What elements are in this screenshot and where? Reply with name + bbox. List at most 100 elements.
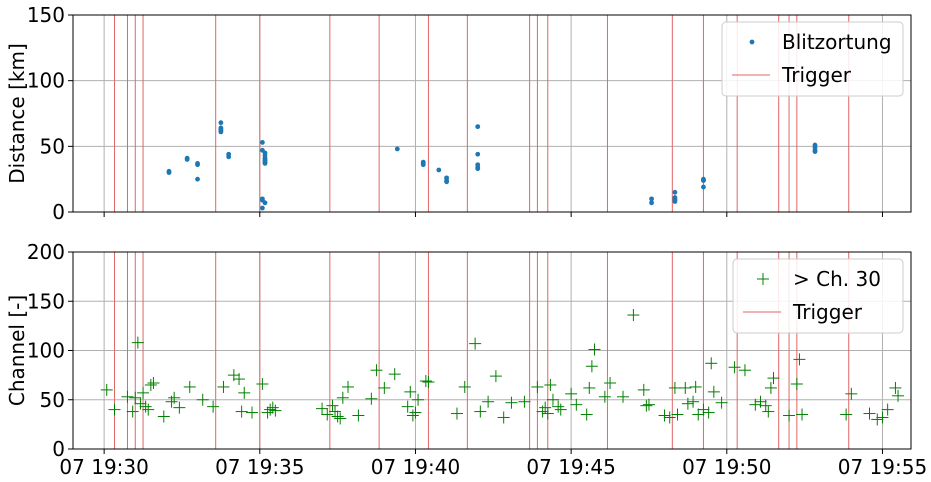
data-point: [139, 400, 152, 413]
data-point: [541, 407, 554, 420]
data-point: [544, 378, 557, 391]
data-point: [627, 309, 640, 322]
data-point: [475, 151, 481, 157]
data-point: [316, 402, 329, 415]
data-point: [583, 381, 596, 394]
legend-label: > Ch. 30: [793, 267, 881, 291]
x-tick-label: 07 19:45: [526, 455, 615, 479]
data-point: [764, 381, 777, 394]
data-point: [474, 405, 487, 418]
data-point: [259, 205, 265, 211]
legend-marker: [749, 39, 755, 45]
data-point: [475, 124, 481, 130]
data-point: [450, 407, 463, 420]
data-point: [728, 361, 741, 374]
data-point: [168, 391, 181, 404]
data-point: [707, 385, 720, 398]
legend-label: Trigger: [781, 63, 852, 87]
data-point: [679, 381, 692, 394]
data-point: [689, 380, 702, 393]
data-point: [531, 380, 544, 393]
legend-box: [721, 21, 904, 97]
data-point: [256, 377, 269, 390]
data-point: [412, 393, 425, 406]
y-tick-label: 150: [27, 289, 65, 313]
data-point: [365, 392, 378, 405]
data-point: [505, 396, 518, 409]
legend-label: Blitzortung: [782, 30, 892, 54]
data-point: [166, 170, 172, 176]
data-point: [321, 408, 334, 421]
data-point: [422, 376, 435, 389]
data-point: [783, 409, 796, 422]
data-point: [137, 386, 150, 399]
data-point: [100, 383, 113, 396]
data-point: [157, 410, 170, 423]
data-point: [588, 343, 601, 356]
legend: Blitzortung Trigger: [721, 21, 904, 97]
data-point: [173, 401, 186, 414]
data-point: [672, 199, 678, 204]
x-tick-label: 07 19:35: [215, 455, 304, 479]
y-tick-label: 150: [27, 3, 65, 27]
data-point: [126, 405, 139, 418]
data-point: [598, 390, 611, 403]
data-point: [184, 155, 190, 161]
data-point: [637, 383, 650, 396]
data-point: [489, 370, 502, 383]
data-point: [195, 161, 200, 166]
data-point: [793, 353, 806, 366]
data-point: [475, 166, 481, 172]
data-point: [640, 399, 653, 412]
data-point: [554, 403, 567, 416]
data-point: [147, 377, 160, 390]
data-point: [458, 380, 471, 393]
data-point: [672, 189, 678, 195]
data-point: [715, 396, 728, 409]
data-point: [701, 184, 706, 190]
data-point: [121, 390, 134, 403]
data-point: [144, 378, 157, 391]
data-point: [617, 390, 630, 403]
data-point: [570, 398, 583, 411]
y-tick-label: 50: [40, 388, 65, 412]
data-point: [749, 398, 762, 411]
data-point: [497, 411, 510, 424]
data-point: [681, 397, 694, 410]
data-point: [129, 391, 142, 404]
y-axis-label: Channel [-]: [5, 295, 29, 406]
legend-marker: [757, 273, 769, 285]
channel-panel: 0 50 100 150 200 Channel [-] > Ch. 30 Trigger 07…: [5, 240, 927, 479]
data-point: [196, 393, 209, 406]
data-point: [692, 408, 705, 421]
data-point: [409, 406, 422, 419]
data-point: [436, 167, 442, 173]
data-point: [881, 403, 894, 416]
data-point: [406, 409, 419, 422]
data-point: [668, 381, 681, 394]
x-tick-label: 07 19:40: [371, 455, 460, 479]
y-tick-label: 100: [27, 339, 65, 363]
data-point: [585, 360, 598, 373]
data-point: [370, 364, 383, 377]
data-point: [419, 375, 432, 388]
data-point: [642, 398, 655, 411]
data-point: [546, 393, 559, 406]
data-point: [649, 200, 654, 206]
data-point: [762, 405, 775, 418]
data-point: [404, 385, 417, 398]
data-point: [702, 406, 715, 419]
data-point: [759, 399, 772, 412]
data-point: [539, 401, 552, 414]
data-point: [108, 403, 121, 416]
data-point: [334, 412, 347, 425]
data-point: [697, 403, 710, 416]
data-point: [238, 386, 251, 399]
data-point: [134, 397, 147, 410]
data-point: [767, 372, 780, 385]
y-tick-label: 200: [27, 240, 65, 264]
data-point: [259, 139, 265, 145]
data-point: [604, 377, 617, 390]
legend-box: [732, 258, 904, 334]
legend: > Ch. 30 Trigger: [732, 258, 904, 334]
